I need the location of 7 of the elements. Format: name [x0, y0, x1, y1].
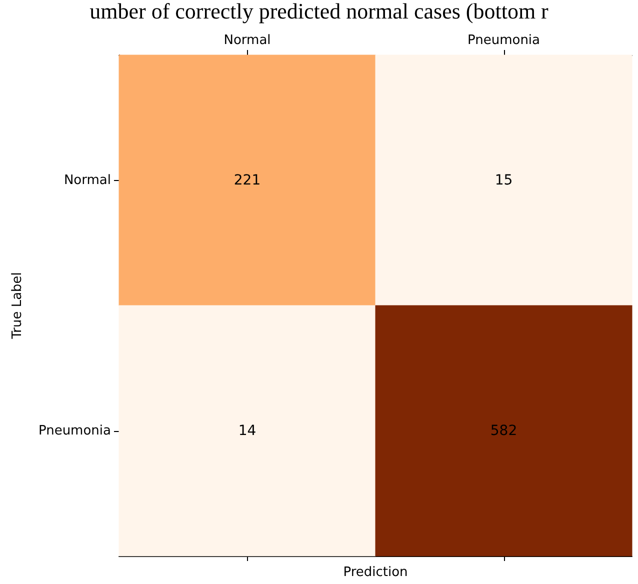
text: umber of correctly predicted normal cases (bottom r — [90, 0, 550, 24]
x-axis-title: Prediction — [343, 565, 408, 580]
data-label: 15 — [494, 172, 513, 188]
y-axis-title: True Label — [10, 272, 25, 340]
data-label: 582 — [490, 422, 518, 439]
data-label: 221 — [234, 172, 261, 188]
data-label: 14 — [238, 422, 256, 439]
